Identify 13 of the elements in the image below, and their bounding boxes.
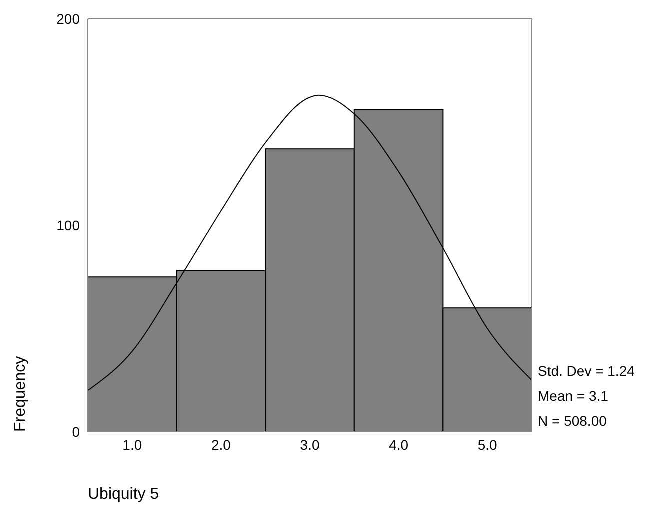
y-tick-label: 100 (56, 217, 80, 234)
text: Mean = 3.1 (538, 388, 608, 404)
y-tick-label: 200 (56, 10, 80, 27)
text: N = 508.00 (538, 413, 607, 429)
y-axis-title: Frequency (12, 356, 30, 432)
x-tick-label: 5.0 (478, 436, 498, 453)
y-tick-label: 0 (72, 424, 80, 440)
x-tick-label: 4.0 (389, 436, 409, 453)
text: Std. Dev = 1.24 (538, 363, 635, 379)
x-tick-label: 2.0 (211, 436, 232, 453)
x-axis-title: Ubiquity 5 (88, 486, 160, 504)
x-tick-label: 1.0 (122, 436, 142, 453)
x-tick-label: 3.0 (300, 436, 320, 453)
